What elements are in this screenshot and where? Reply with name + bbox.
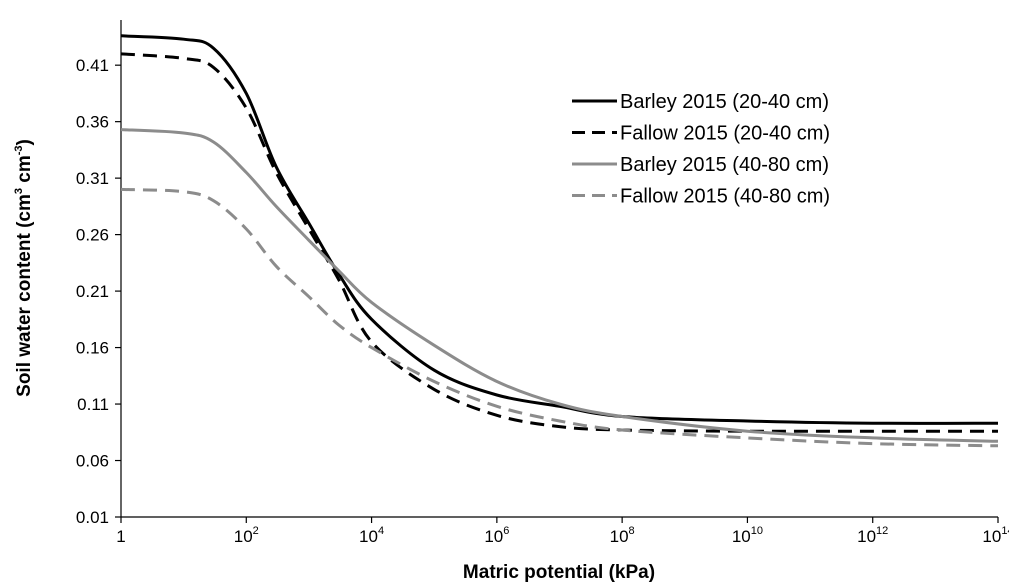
y-axis-title-end: ) bbox=[14, 139, 35, 145]
legend-label: Barley 2015 (20-40 cm) bbox=[620, 91, 829, 113]
x-tick-exponent: 6 bbox=[503, 525, 509, 537]
x-tick-label: 106 bbox=[484, 525, 509, 546]
legend-label: Fallow 2015 (20-40 cm) bbox=[620, 123, 830, 145]
x-tick-exponent: 8 bbox=[629, 525, 635, 537]
x-tick-base: 10 bbox=[857, 527, 876, 546]
x-tick-label: 1 bbox=[116, 527, 125, 546]
y-axis-title-mid: cm bbox=[14, 155, 35, 188]
series-line bbox=[120, 34, 999, 425]
x-tick-label: 1014 bbox=[982, 525, 1009, 546]
series-line bbox=[120, 187, 999, 448]
x-tick-label: 1012 bbox=[857, 525, 888, 546]
x-tick-base: 1 bbox=[116, 527, 125, 546]
x-tick-base: 10 bbox=[234, 527, 253, 546]
x-tick-base: 10 bbox=[484, 527, 503, 546]
y-tick-label: 0.31 bbox=[76, 169, 109, 188]
y-tick-label: 0.26 bbox=[76, 226, 109, 245]
x-tick-base: 10 bbox=[982, 527, 1001, 546]
y-tick-label: 0.11 bbox=[77, 395, 109, 414]
series-lines bbox=[120, 34, 999, 448]
y-tick-label: 0.06 bbox=[76, 452, 109, 471]
y-tick-label: 0.41 bbox=[76, 56, 109, 75]
x-tick-base: 10 bbox=[359, 527, 378, 546]
x-tick-exponent: 4 bbox=[378, 525, 384, 537]
x-tick-label: 104 bbox=[359, 525, 384, 546]
y-tick-label: 0.01 bbox=[76, 508, 109, 527]
x-tick-exponent: 14 bbox=[1001, 525, 1009, 537]
x-tick-exponent: 12 bbox=[876, 525, 888, 537]
y-axis-title-sup1: 3 bbox=[13, 188, 25, 194]
x-tick-label: 108 bbox=[610, 525, 635, 546]
y-tick-label: 0.16 bbox=[76, 339, 109, 358]
x-tick-label: 102 bbox=[234, 525, 259, 546]
y-tick-labels: 0.01 0.06 0.11 0.16 0.21 0.26 0.31 0.36 0.41 bbox=[76, 56, 121, 527]
x-tick-label: 1010 bbox=[732, 525, 763, 546]
series-line bbox=[120, 128, 999, 443]
legend-label: Fallow 2015 (40-80 cm) bbox=[620, 186, 830, 208]
x-tick-base: 10 bbox=[610, 527, 629, 546]
y-tick-label: 0.21 bbox=[76, 282, 109, 301]
x-axis-title: Matric potential (kPa) bbox=[463, 562, 655, 583]
y-axis-title-sup2: -3 bbox=[13, 145, 25, 155]
y-axis-title-main: Soil water content (cm bbox=[14, 194, 35, 397]
x-tick-labels: 1102104106108101010121014 bbox=[116, 517, 1009, 546]
y-tick-label: 0.36 bbox=[76, 113, 109, 132]
legend: Barley 2015 (20-40 cm) Fallow 2015 (20-40… bbox=[572, 91, 830, 208]
x-tick-exponent: 10 bbox=[751, 525, 763, 537]
y-axis-title: Soil water content (cm3 cm-3) bbox=[13, 139, 35, 397]
x-tick-exponent: 2 bbox=[253, 525, 259, 537]
x-tick-base: 10 bbox=[732, 527, 751, 546]
legend-label: Barley 2015 (40-80 cm) bbox=[620, 154, 829, 176]
plot-area bbox=[120, 20, 998, 518]
